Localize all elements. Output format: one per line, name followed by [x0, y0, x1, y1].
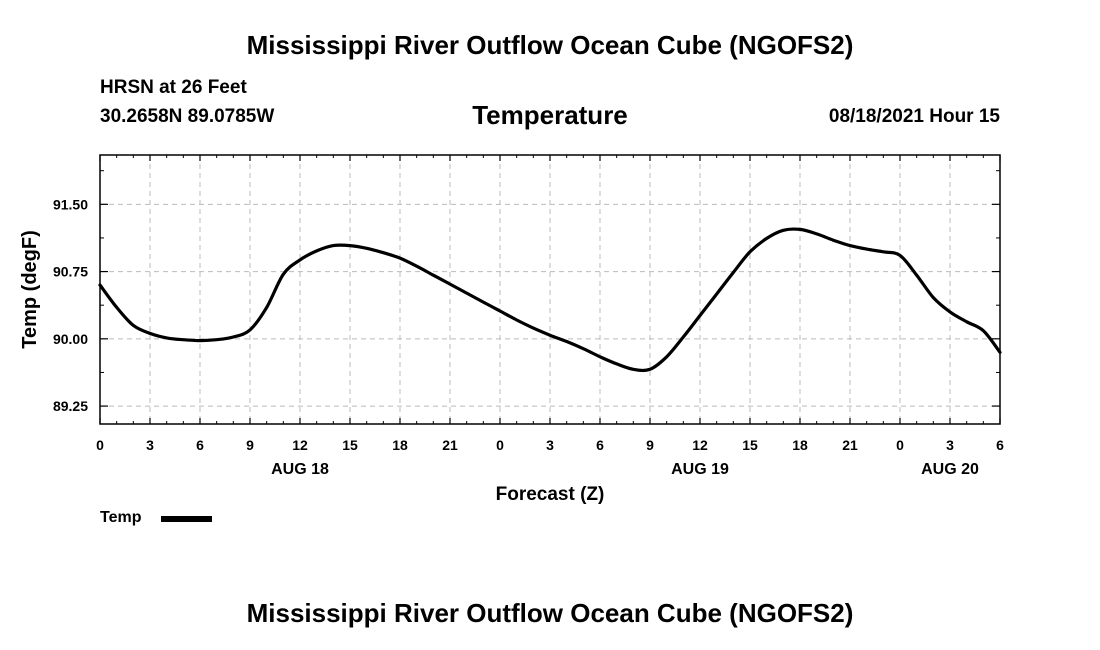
x-tick-label: 12	[692, 437, 708, 453]
x-tick-label: 21	[442, 437, 458, 453]
x-axis-title: Forecast (Z)	[496, 484, 605, 505]
x-tick-label: 3	[546, 437, 554, 453]
station-coordinates: 30.2658N 89.0785W	[100, 106, 275, 127]
x-tick-label: 15	[342, 437, 358, 453]
x-tick-label: 0	[496, 437, 504, 453]
x-day-label: AUG 20	[921, 461, 979, 478]
plot-title: Temperature	[472, 100, 628, 130]
series-line-temp	[98, 227, 1002, 373]
forecast-timestamp: 08/18/2021 Hour 15	[828, 106, 1000, 127]
x-tick-label: 3	[946, 437, 954, 453]
main-title: Mississippi River Outflow Ocean Cube (NG…	[246, 30, 854, 60]
x-tick-label: 0	[96, 437, 104, 453]
y-tick-label: 90.75	[53, 264, 88, 280]
x-tick-label: 12	[292, 437, 308, 453]
x-tick-label: 9	[646, 437, 654, 453]
footer-title: Mississippi River Outflow Ocean Cube (NG…	[246, 598, 854, 628]
legend-line-swatch	[161, 516, 212, 522]
x-tick-label: 0	[896, 437, 904, 453]
x-tick-label: 6	[196, 437, 204, 453]
legend-label: Temp	[100, 509, 142, 526]
x-day-label: AUG 19	[671, 461, 729, 478]
y-tick-label: 91.50	[53, 196, 88, 212]
x-tick-label: 18	[792, 437, 808, 453]
x-tick-label: 6	[596, 437, 604, 453]
x-tick-label: 18	[392, 437, 408, 453]
station-name: HRSN at 26 Feet	[100, 77, 247, 98]
y-tick-label: 89.25	[53, 398, 88, 414]
x-tick-label: 21	[842, 437, 858, 453]
x-tick-label: 15	[742, 437, 758, 453]
x-tick-label: 9	[246, 437, 254, 453]
x-tick-label: 6	[996, 437, 1004, 453]
x-tick-label: 3	[146, 437, 154, 453]
y-axis-title: Temp (degF)	[19, 230, 41, 349]
y-tick-label: 90.00	[53, 331, 88, 347]
x-day-label: AUG 18	[271, 461, 329, 478]
